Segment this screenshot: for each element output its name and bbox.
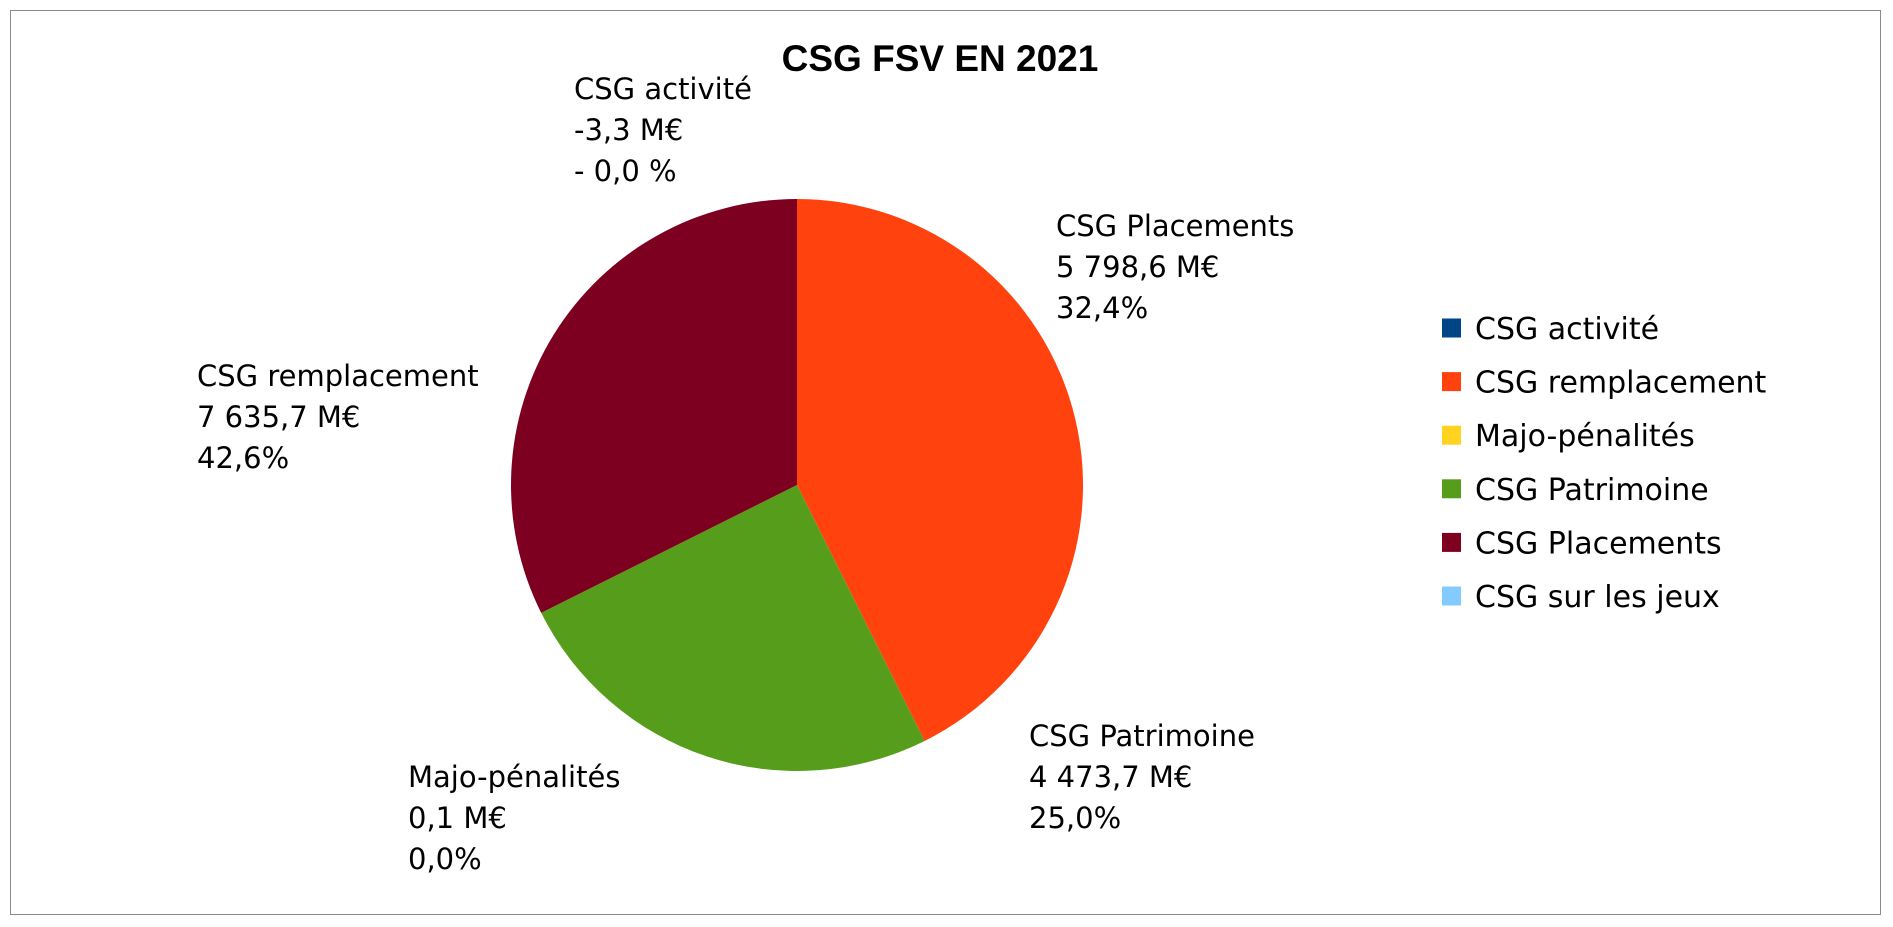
legend-label-csg-sur-les-jeux: CSG sur les jeux [1475,580,1720,615]
legend-swatch-csg-patrimoine [1442,479,1461,499]
legend-label-csg-activite: CSG activité [1475,312,1659,347]
pie-slice-csg-remplacement [797,199,1084,741]
pie-slice-majo-penalites [797,485,925,741]
chart-title: CSG FSV EN 2021 [782,38,1099,79]
data-label-csg-patrimoine: CSG Patrimoine 4 473,7 M€ 25,0% [1029,719,1255,835]
chart-frame: CSG FSV EN 2021 CSG activité -3,3 M€ - 0,0… [10,10,1881,915]
data-label-csg-activite: CSG activité -3,3 M€ - 0,0 % [574,72,752,188]
legend-swatch-csg-remplacement [1442,372,1461,392]
legend-label-csg-patrimoine: CSG Patrimoine [1475,473,1709,508]
pie-slice-csg-patrimoine [541,485,925,771]
chart-legend: CSG activité CSG remplacement Majo-pénalit… [1442,312,1767,615]
legend-swatch-majo-penalites [1442,425,1461,445]
legend-label-csg-remplacement: CSG remplacement [1475,366,1767,401]
data-label-csg-remplacement: CSG remplacement 7 635,7 M€ 42,6% [197,359,479,475]
data-label-csg-placements: CSG Placements 5 798,6 M€ 32,4% [1056,209,1294,325]
legend-label-majo-penalites: Majo-pénalités [1475,419,1695,454]
legend-swatch-csg-activite [1442,318,1461,338]
data-label-majo-penalites: Majo-pénalités 0,1 M€ 0,0% [408,760,620,876]
pie-chart: CSG FSV EN 2021 CSG activité -3,3 M€ - 0,0… [197,38,1767,876]
legend-swatch-csg-placements [1442,532,1461,552]
pie-slice-csg-placements [511,199,797,613]
pie-data-labels: CSG activité -3,3 M€ - 0,0 % CSG remplaceme… [197,72,1294,876]
legend-swatch-csg-sur-les-jeux [1442,586,1461,606]
legend-label-csg-placements: CSG Placements [1475,526,1722,561]
pie-slices [511,199,1084,771]
